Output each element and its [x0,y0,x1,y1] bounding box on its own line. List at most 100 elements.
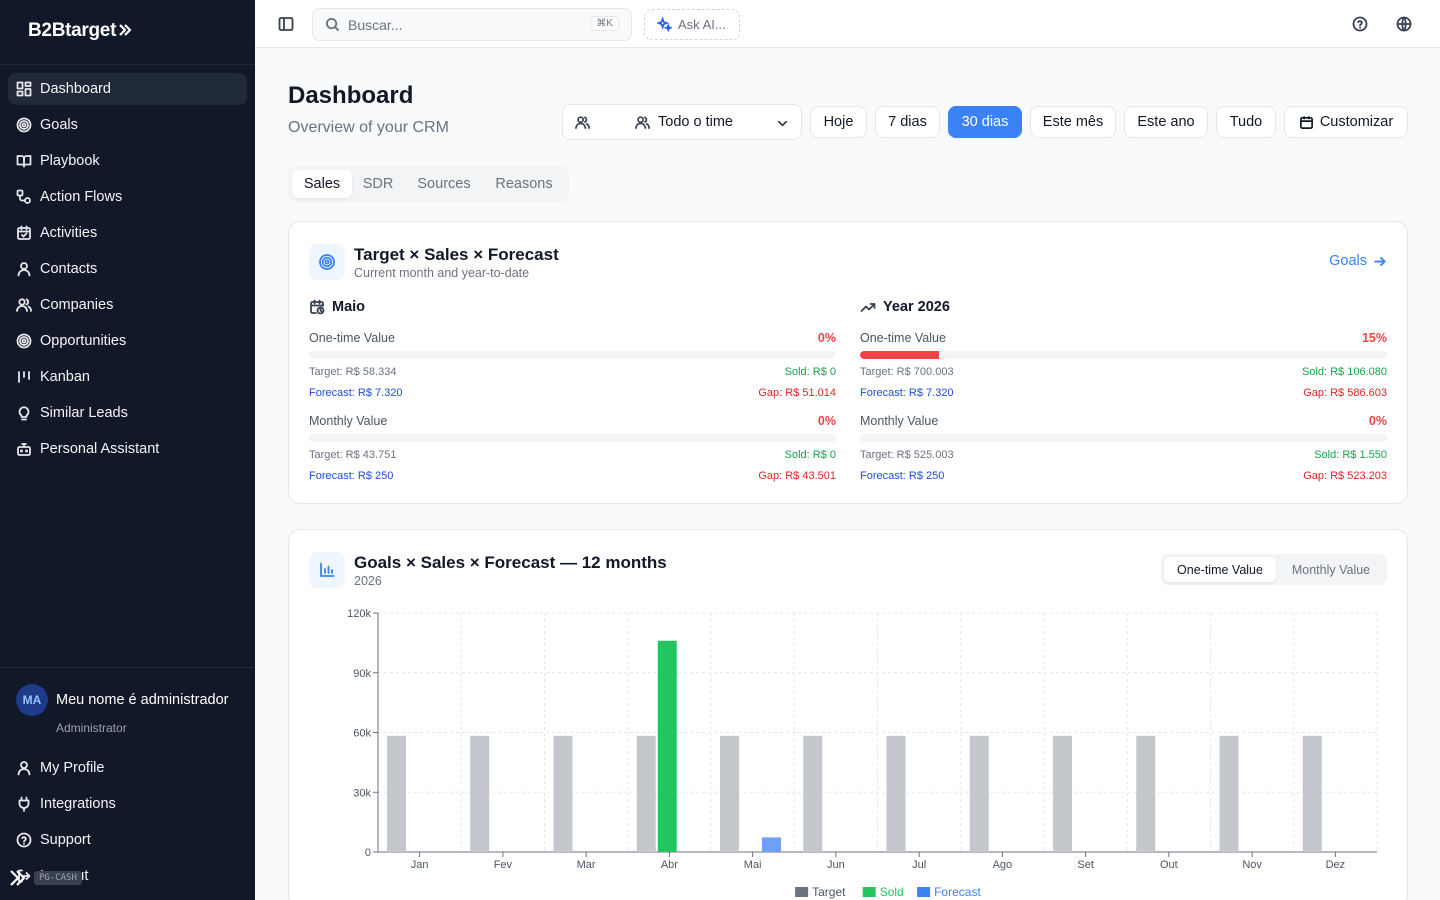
period-este-ano-button[interactable]: Este ano [1124,106,1208,138]
metric-forecast: Forecast: R$ 7.320 [860,387,954,399]
bar-target-mai [720,735,739,852]
tab-sources[interactable]: Sources [417,176,471,192]
sidebar-item-label: Goals [40,117,78,133]
x-tick-label: Jan [411,859,429,871]
sidebar-item-label: Integrations [40,796,116,812]
month-heading: Maio [309,299,365,315]
team-select[interactable]: Todo o time [562,104,802,140]
metric-forecast: Forecast: R$ 250 [860,470,945,482]
bar-target-nov [1219,735,1239,852]
goals-link-label: Goals [1329,253,1367,269]
flow-icon [16,189,32,205]
y-tick-label: 0 [365,847,371,859]
year-monthly-metric: Monthly Value 0% Target: R$ 525.003 Sold… [860,414,1387,484]
x-tick-label: Set [1077,859,1094,871]
period-30-dias-button[interactable]: 30 dias [948,106,1022,138]
sidebar-item-action-flows[interactable]: Action Flows [8,181,247,213]
chevron-down-icon [775,116,790,135]
sidebar-item-personal-assistant[interactable]: Personal Assistant [8,433,247,465]
sidebar-item-label: Personal Assistant [40,441,160,457]
period-7-dias-button[interactable]: 7 dias [875,106,940,138]
metric-target: Target: R$ 43.751 [309,449,397,461]
legend-label-sold: Sold [880,885,904,899]
sidebar-item-label: Support [40,832,91,848]
sidebar-item-support[interactable]: Support [8,824,247,856]
sidebar-item-label: Opportunities [40,333,127,349]
sidebar-item-activities[interactable]: Activities [8,217,247,249]
bar-target-set [1053,735,1072,852]
month-label: Maio [332,299,366,315]
month-monthly-metric: Monthly Value 0% Target: R$ 43.751 Sold:… [309,414,836,484]
sidebar-item-dashboard[interactable]: Dashboard [8,73,247,105]
search-icon [325,17,340,32]
help-circle-icon[interactable] [1350,14,1370,34]
sidebar: B2Btarget Dashboard Goals Playbook Actio… [0,0,255,900]
customize-button[interactable]: Customizar [1284,106,1408,138]
users-icon [16,297,32,313]
metric-sold: Sold: R$ 1.550 [1314,449,1387,461]
bar-target-jun [803,735,823,852]
sidebar-item-opportunities[interactable]: Opportunities [8,325,247,357]
sidebar-item-kanban[interactable]: Kanban [8,361,247,393]
x-tick-label: Mai [744,859,762,871]
ask-ai-button[interactable]: Ask AI... [644,9,740,40]
calendar-clock-icon [310,299,325,315]
sidebar-item-label: Companies [40,297,114,313]
goals-link[interactable]: Goals [1329,253,1387,269]
sidebar-item-goals[interactable]: Goals [8,109,247,141]
user-icon [16,261,32,277]
card-subtitle: 2026 [354,574,382,588]
search-input[interactable] [348,16,578,33]
card-title: Target × Sales × Forecast [354,245,559,264]
y-tick-label: 90k [353,668,371,680]
globe-icon[interactable] [1394,14,1414,34]
sidebar-item-integrations[interactable]: Integrations [8,788,247,820]
toggle-one-time-value[interactable]: One-time Value [1164,557,1276,582]
ask-ai-label: Ask AI... [678,17,726,32]
sidebar-item-similar-leads[interactable]: Similar Leads [8,397,247,429]
sidebar-item-contacts[interactable]: Contacts [8,253,247,285]
sidebar-item-my-profile[interactable]: My Profile [8,752,247,784]
sidebar-toggle-icon[interactable] [276,14,296,34]
tab-sales[interactable]: Sales [292,170,352,198]
users-icon [575,115,590,134]
metric-percent: 0% [817,414,836,428]
sidebar-divider [0,667,255,668]
sidebar-item-label: Dashboard [40,81,111,97]
tab-sdr[interactable]: SDR [362,176,394,192]
topbar: ⌘K Ask AI... [255,0,1440,48]
metric-forecast: Forecast: R$ 250 [309,470,394,482]
tab-reasons[interactable]: Reasons [495,176,553,192]
search-shortcut: ⌘K [590,16,619,31]
y-tick-label: 30k [353,787,371,799]
sidebar-item-companies[interactable]: Companies [8,289,247,321]
x-tick-label: Nov [1242,859,1262,871]
progress-track [309,351,836,359]
target-icon [16,333,32,349]
year-heading: Year 2026 [860,299,950,315]
period-hoje-button[interactable]: Hoje [810,106,867,138]
period-tudo-button[interactable]: Tudo [1216,106,1276,138]
search-bar[interactable]: ⌘K [312,8,632,41]
legend-label-forecast: Forecast [934,885,981,899]
x-tick-label: Ago [993,859,1013,871]
progress-fill [860,351,940,359]
x-tick-label: Jun [827,859,845,871]
month-one-time-metric: One-time Value 0% Target: R$ 58.334 Sold… [309,331,836,401]
logo[interactable]: B2Btarget [28,20,132,42]
x-tick-label: Jul [912,859,926,871]
kanban-icon [16,369,32,385]
metric-gap: Gap: R$ 523.203 [1303,470,1387,482]
sidebar-item-playbook[interactable]: Playbook [8,145,247,177]
metric-target: Target: R$ 58.334 [309,366,397,378]
dashboard-tabs: Sales SDR Sources Reasons [288,166,569,202]
period-este-mes-button[interactable]: Este mês [1030,106,1116,138]
page-title: Dashboard [288,82,414,109]
toggle-monthly-value[interactable]: Monthly Value [1291,562,1371,577]
year-label: Year 2026 [883,299,950,315]
metric-name: One-time Value [860,331,946,345]
user-role: Administrator [56,721,127,735]
metric-sold: Sold: R$ 106.080 [1301,366,1387,378]
trending-up-icon [860,303,876,312]
env-tag: PG-CASH [34,871,82,885]
